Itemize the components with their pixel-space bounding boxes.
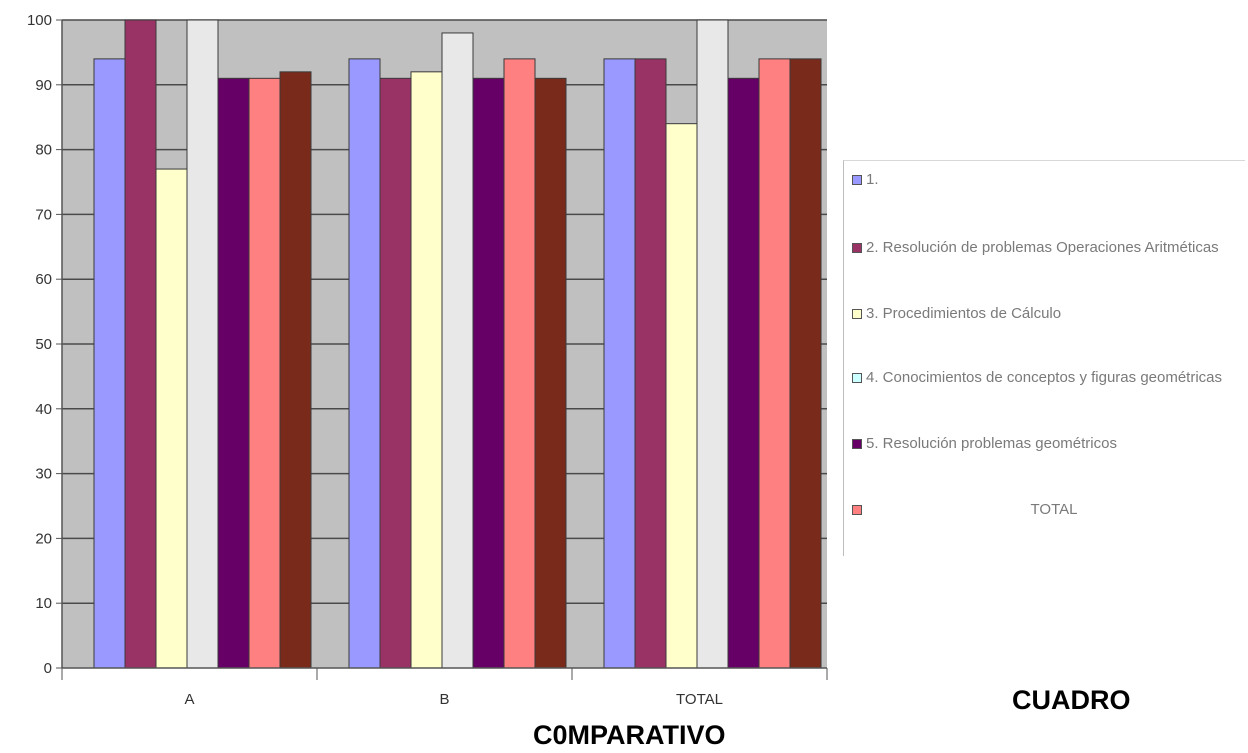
legend-item-6: TOTAL	[852, 499, 1242, 521]
legend: 1. 2. Resolución de problemas Operacione…	[843, 160, 1245, 556]
bar-a-6	[248, 77, 281, 669]
bar-b-7	[534, 77, 567, 669]
legend-swatch-6	[852, 505, 862, 515]
bar-b-4	[441, 32, 474, 669]
axes	[56, 19, 828, 680]
y-tick-label: 80	[35, 142, 52, 159]
y-tick-label: 10	[35, 595, 52, 612]
bar-a-5	[217, 77, 250, 669]
legend-swatch-1	[852, 175, 862, 185]
y-tick-label: 0	[44, 660, 52, 677]
legend-label-1: 1.	[866, 171, 879, 188]
bar-total-1	[603, 58, 636, 669]
y-tick-label: 100	[27, 12, 52, 29]
bar-a-7	[279, 71, 312, 669]
y-tick-label: 70	[35, 206, 52, 223]
legend-item-3: 3. Procedimientos de Cálculo	[852, 303, 1242, 325]
bar-b-3	[410, 71, 443, 669]
bars	[93, 19, 822, 669]
legend-label-3: 3. Procedimientos de Cálculo	[866, 305, 1062, 322]
legend-item-4: 4. Conocimientos de conceptos y figuras …	[852, 367, 1242, 389]
legend-swatch-4	[852, 373, 862, 383]
legend-label-4: 4. Conocimientos de conceptos y figuras …	[866, 369, 1223, 386]
bar-b-2	[379, 77, 412, 669]
legend-swatch-5	[852, 439, 862, 449]
y-tick-label: 90	[35, 77, 52, 94]
y-tick-label: 20	[35, 530, 52, 547]
y-tick-labels: 0 10 20 30 40 50 60 70 80 90 100	[27, 12, 52, 677]
legend-item-5: 5. Resolución problemas geométricos	[852, 433, 1242, 455]
y-tick-label: 40	[35, 401, 52, 418]
bar-total-3	[665, 123, 698, 669]
caption-line-2: C0MPARATIVO	[533, 720, 726, 750]
bar-a-4	[186, 19, 219, 669]
bar-total-4	[696, 19, 729, 669]
y-tick-label: 60	[35, 271, 52, 288]
x-category-label: A	[184, 691, 194, 708]
caption-line-1: CUADRO	[1012, 685, 1131, 715]
legend-label-6: TOTAL	[1030, 501, 1078, 518]
bar-a-1	[93, 58, 126, 669]
bar-total-7	[789, 58, 822, 669]
x-category-labels: A B TOTAL	[184, 691, 722, 708]
y-tick-label: 50	[35, 336, 52, 353]
bar-total-6	[758, 58, 791, 669]
legend-label-5: 5. Resolución problemas geométricos	[866, 435, 1117, 452]
legend-label-2: 2. Resolución de problemas Operaciones A…	[866, 239, 1219, 256]
legend-item-2: 2. Resolución de problemas Operaciones A…	[852, 237, 1242, 259]
bar-b-5	[472, 77, 505, 669]
x-category-label: TOTAL	[676, 691, 723, 708]
bar-b-6	[503, 58, 536, 669]
legend-swatch-2	[852, 243, 862, 253]
y-tick-label: 30	[35, 466, 52, 483]
bar-b-1	[348, 58, 381, 669]
bar-total-2	[634, 58, 667, 669]
bar-a-2	[124, 19, 157, 669]
bar-total-5	[727, 77, 760, 669]
legend-swatch-3	[852, 309, 862, 319]
x-category-label: B	[439, 691, 449, 708]
bar-a-3	[155, 168, 188, 669]
legend-item-1: 1.	[852, 169, 1242, 191]
